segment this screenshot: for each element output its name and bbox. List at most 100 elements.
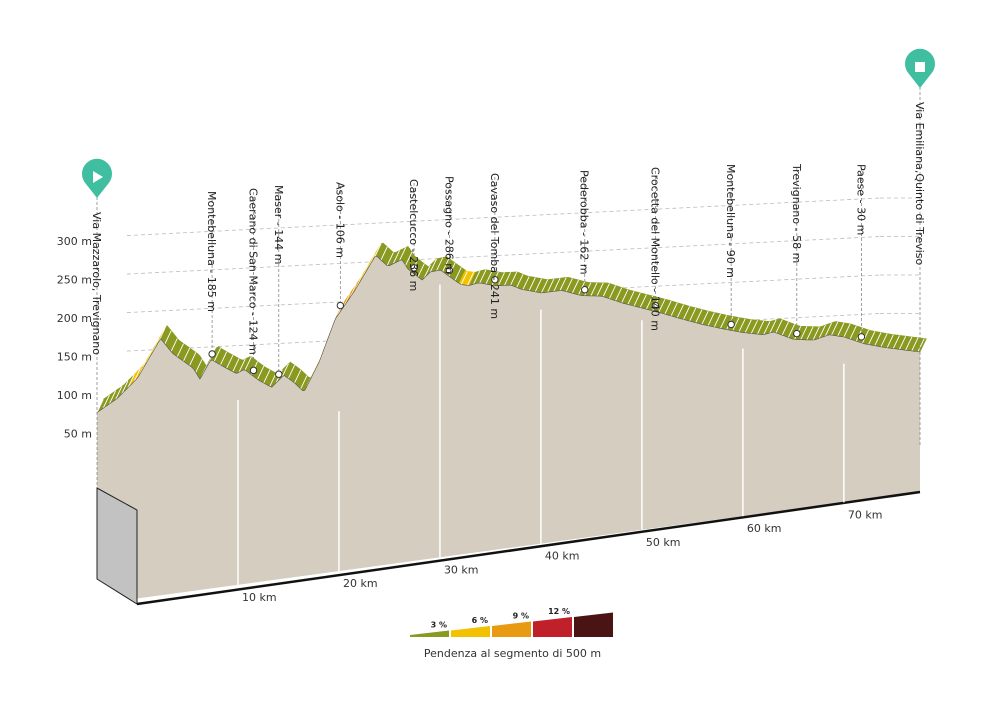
band-hatch-line — [713, 313, 721, 328]
band-hatch-line — [392, 250, 400, 264]
y-tick-label-250: 250 m — [57, 274, 92, 287]
waypoint-dot — [581, 286, 589, 294]
waypoint-dot — [249, 366, 258, 375]
band-hatch-line — [528, 277, 536, 291]
legend-swatch-1 — [451, 626, 490, 637]
waypoint-dot — [651, 301, 660, 310]
band-hatch-line — [880, 333, 888, 348]
band-hatch-line — [720, 314, 728, 329]
band-hatch-line — [213, 347, 221, 362]
waypoint-dot — [491, 275, 499, 284]
x-tick-label-60: 60 km — [747, 522, 782, 535]
waypoint-label: Crocetta del Montello - 140 m — [648, 167, 661, 331]
waypoint-label: Montebelluna - 185 m — [205, 191, 218, 312]
band-hatch-line — [763, 321, 771, 335]
waypoint-label: Maser - 144 m — [272, 185, 285, 264]
band-hatch-line — [399, 247, 407, 261]
band-hatch-line — [195, 359, 203, 373]
legend-swatch-4 — [574, 612, 613, 637]
stop-icon — [915, 62, 925, 72]
waypoint-label: Castelcucco - 236 m — [407, 179, 420, 291]
band-hatch-line — [479, 269, 487, 284]
band-hatch-line — [164, 330, 172, 345]
band-hatch-line — [818, 324, 826, 339]
band-hatch-line — [503, 272, 512, 286]
legend-swatch-2 — [492, 621, 531, 637]
band-hatch-line — [485, 270, 493, 285]
band-hatch-line — [892, 335, 900, 349]
waypoint-label: Montebelluna - 90 m — [724, 164, 737, 278]
band-hatch-line — [633, 292, 641, 307]
start-label: Via Mazzarolo, Trevignano — [90, 212, 103, 355]
band-hatch-line — [510, 271, 518, 286]
band-hatch-line — [183, 347, 191, 362]
band-hatch-line — [812, 326, 820, 341]
x-tick-label-70: 70 km — [848, 508, 883, 521]
band-hatch-line — [176, 343, 184, 357]
band-hatch-line — [831, 321, 839, 336]
band-hatch-line — [417, 263, 425, 278]
x-tick-label-50: 50 km — [646, 536, 681, 549]
band-hatch-line — [257, 366, 265, 380]
terrain-layer — [96, 242, 927, 606]
band-hatch-line — [800, 326, 808, 340]
waypoint-label: Asolo - 106 m — [333, 182, 346, 258]
band-hatch-line — [645, 295, 654, 310]
waypoints-layer: Montebelluna - 185 m Caerano di San Marco… — [205, 163, 867, 378]
x-tick-label-20: 20 km — [343, 577, 378, 590]
x-tick-label-40: 40 km — [545, 550, 580, 563]
band-hatch-line — [781, 321, 789, 336]
band-hatch-line — [874, 332, 882, 346]
waypoint-label: Pederobba - 162 m — [578, 170, 591, 275]
band-hatch-line — [775, 319, 783, 334]
band-hatch-line — [423, 264, 431, 279]
band-hatch-line — [750, 320, 758, 334]
band-hatch-line — [473, 270, 481, 285]
terrain-ridge-line — [96, 255, 921, 413]
band-hatch-line — [602, 283, 610, 297]
waypoint-label: Possagno - 286 m — [442, 176, 455, 274]
band-hatch-line — [460, 271, 468, 285]
band-hatch-line — [189, 352, 197, 366]
band-hatch-line — [220, 351, 228, 366]
band-hatch-line — [133, 368, 141, 382]
x-tick-label-30: 30 km — [444, 563, 479, 576]
band-hatch-line — [534, 278, 542, 293]
band-hatch-line — [738, 318, 746, 333]
band-hatch-line — [522, 276, 530, 290]
band-hatch-line — [497, 272, 505, 286]
legend-label-3: 12 % — [548, 607, 570, 616]
band-hatch-line — [639, 294, 647, 308]
band-hatch-line — [695, 309, 703, 323]
band-hatch-line — [689, 307, 697, 322]
band-hatch-line — [732, 317, 740, 331]
band-hatch-line — [405, 251, 413, 266]
waypoint-dot — [793, 329, 801, 338]
band-hatch-line — [102, 394, 110, 409]
band-hatch-line — [905, 336, 913, 351]
band-hatch-line — [682, 306, 691, 320]
grid-line-300 — [126, 197, 881, 236]
band-hatch-line — [238, 358, 246, 373]
band-hatch-line — [170, 338, 178, 352]
band-hatch-line — [349, 284, 357, 298]
band-hatch-line — [596, 282, 604, 297]
band-hatch-line — [127, 374, 135, 389]
terrain-front — [97, 256, 920, 604]
band-hatch-line — [115, 386, 123, 400]
terrain-bottom-edge — [136, 490, 921, 606]
legend-label-0: 3 % — [431, 621, 447, 630]
band-hatch-line — [627, 291, 635, 305]
band-hatch-line — [899, 335, 907, 350]
waypoint-dot — [208, 350, 216, 358]
band-hatch-line — [621, 289, 629, 304]
y-tick-label-200: 200 m — [57, 312, 92, 325]
band-hatch-line — [287, 365, 296, 379]
band-hatch-line — [559, 277, 567, 291]
band-hatch-line — [843, 323, 851, 338]
band-hatch-line — [547, 278, 555, 293]
waypoint-dot — [857, 333, 866, 341]
x-tick-label-10: 10 km — [242, 591, 277, 604]
band-hatch-line — [664, 300, 672, 315]
band-hatch-line — [300, 375, 308, 390]
